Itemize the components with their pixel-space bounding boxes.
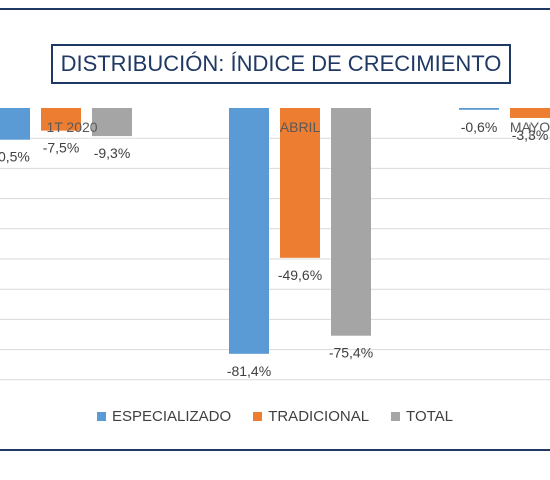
legend-label-tradicional: TRADICIONAL [268, 408, 370, 425]
bar-tradicional-1t-2020 [41, 108, 81, 131]
category-label-1t-2020: 1T 2020 [46, 119, 97, 135]
legend-item-total: TOTAL [391, 408, 453, 425]
legend-item-tradicional: TRADICIONAL [253, 408, 369, 425]
data-label-total-abril: -75,4% [329, 345, 373, 361]
bar-tradicional-abril [280, 108, 320, 258]
legend-label-especializado: ESPECIALIZADO [111, 408, 232, 425]
data-label-especializado-mayo: -0,6% [461, 119, 498, 135]
bar-especializado-abril [229, 108, 269, 354]
legend-swatch-tradicional [253, 412, 263, 421]
bar-especializado-1t-2020 [0, 108, 30, 140]
frame-bottom-border [0, 449, 550, 451]
category-label-abril: ABRIL [280, 119, 321, 135]
frame-top-border [0, 8, 550, 10]
data-label-tradicional-1t-2020: -7,5% [43, 140, 80, 156]
data-label-especializado-1t-2020: 10,5% [0, 149, 30, 165]
bar-especializado-mayo [459, 108, 499, 110]
legend-label-total: TOTAL [406, 408, 454, 425]
bar-tradicional-mayo [510, 108, 550, 118]
legend-swatch-especializado [96, 412, 106, 421]
data-label-especializado-abril: -81,4% [227, 363, 271, 379]
chart-title: DISTRIBUCIÓN: ÍNDICE DE CRECIMIENTO [51, 44, 511, 84]
legend-item-especializado: ESPECIALIZADO [96, 408, 232, 425]
data-label-total-1t-2020: -9,3% [94, 145, 131, 161]
bar-total-abril [331, 108, 371, 336]
legend-swatch-total [391, 412, 401, 421]
chart-legend: ESPECIALIZADO TRADICIONAL TOTAL [0, 408, 550, 425]
data-label-tradicional-abril: -49,6% [278, 267, 322, 283]
bar-total-1t-2020 [92, 108, 132, 137]
